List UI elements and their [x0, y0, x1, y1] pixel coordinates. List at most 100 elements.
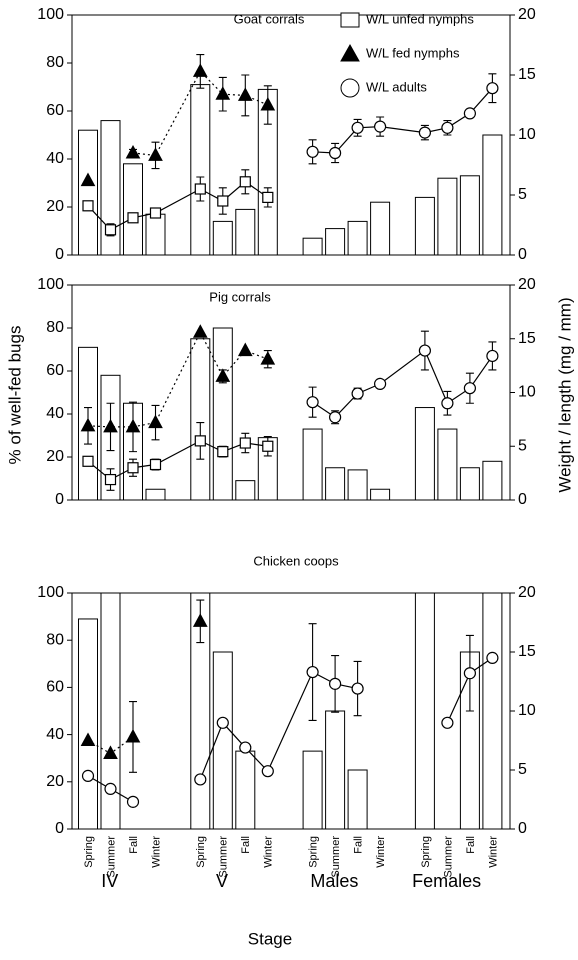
point [127, 462, 139, 474]
bar [370, 488, 391, 501]
bar [459, 467, 480, 501]
point [81, 769, 95, 783]
point [216, 716, 229, 729]
y-tick-label: 80 [46, 319, 64, 336]
bar [437, 428, 458, 501]
panel-title: Pig corrals [209, 289, 271, 304]
y-tick-label: 0 [55, 246, 64, 263]
point [441, 716, 454, 729]
point [260, 96, 276, 111]
bar [235, 750, 256, 830]
point [418, 126, 431, 139]
bar [212, 327, 233, 501]
point [125, 728, 141, 743]
y-axis-label: % of well-fed bugs [5, 326, 24, 465]
point [329, 677, 342, 690]
point [306, 145, 319, 158]
point [239, 741, 252, 754]
point [486, 82, 499, 95]
point [82, 455, 94, 467]
point [261, 765, 274, 778]
bar [190, 592, 211, 830]
x-axis-label: Stage [248, 929, 292, 948]
y2-axis-label: Weight / length (mg / mm) [555, 297, 574, 492]
x-tick-label: Summer [442, 836, 454, 878]
point [126, 795, 140, 808]
y2-tick-label: 10 [518, 384, 536, 401]
y-tick-label: 40 [46, 726, 64, 743]
point [260, 351, 276, 365]
point [127, 212, 139, 224]
point [194, 183, 206, 195]
point [215, 368, 231, 382]
bar [370, 201, 391, 256]
y-tick-label: 0 [55, 491, 64, 508]
point [463, 667, 476, 680]
y2-tick-label: 20 [518, 584, 536, 601]
bar [302, 428, 323, 501]
point [215, 86, 231, 100]
legend-swatch [340, 12, 360, 28]
group-label: IV [101, 871, 118, 891]
point [329, 411, 342, 424]
y2-tick-label: 5 [518, 437, 527, 454]
x-tick-label: Summer [105, 836, 117, 878]
point [192, 324, 208, 338]
y-tick-label: 20 [46, 198, 64, 215]
bar [190, 84, 211, 256]
bar [325, 467, 346, 501]
y-tick-label: 40 [46, 405, 64, 422]
bar [100, 592, 121, 830]
point [441, 397, 454, 410]
bar [235, 208, 256, 256]
point [463, 382, 476, 395]
bar [212, 651, 233, 830]
y2-tick-label: 20 [518, 276, 536, 293]
bar [414, 592, 435, 830]
y-tick-label: 60 [46, 102, 64, 119]
point [149, 458, 162, 471]
point [80, 732, 96, 746]
y2-tick-label: 0 [518, 491, 527, 508]
y2-tick-label: 15 [518, 66, 536, 83]
y-tick-label: 20 [46, 773, 64, 790]
x-tick-label: Spring [195, 836, 207, 868]
x-tick-label: Winter [263, 836, 275, 868]
plot-frame [71, 592, 511, 830]
panel-title: Chicken coops [253, 553, 339, 568]
legend-label: W/L fed nymphs [366, 45, 460, 60]
point [351, 387, 364, 400]
y-tick-label: 80 [46, 631, 64, 648]
bar [482, 592, 503, 830]
y2-tick-label: 10 [518, 126, 536, 143]
bar [78, 129, 98, 256]
point [125, 144, 141, 159]
point [418, 344, 431, 357]
point [463, 107, 476, 120]
point [374, 120, 387, 133]
y2-tick-label: 20 [518, 6, 536, 23]
series-line [312, 87, 493, 154]
x-tick-label: Spring [83, 836, 95, 868]
point [441, 121, 454, 134]
bar [347, 469, 368, 501]
bar [190, 338, 211, 501]
legend-swatch [340, 78, 360, 98]
point [306, 396, 319, 409]
point [194, 773, 207, 786]
x-tick-label: Fall [128, 836, 140, 854]
point [217, 195, 229, 207]
point [374, 377, 387, 390]
bar [414, 407, 435, 501]
point [239, 437, 251, 449]
group-label: Males [310, 871, 358, 891]
y-tick-label: 100 [37, 584, 64, 601]
legend-label: W/L unfed nymphs [366, 11, 474, 26]
point [103, 418, 118, 433]
bar [437, 177, 458, 256]
y-tick-label: 40 [46, 150, 64, 167]
point [80, 417, 96, 432]
x-tick-label: Winter [487, 836, 499, 868]
